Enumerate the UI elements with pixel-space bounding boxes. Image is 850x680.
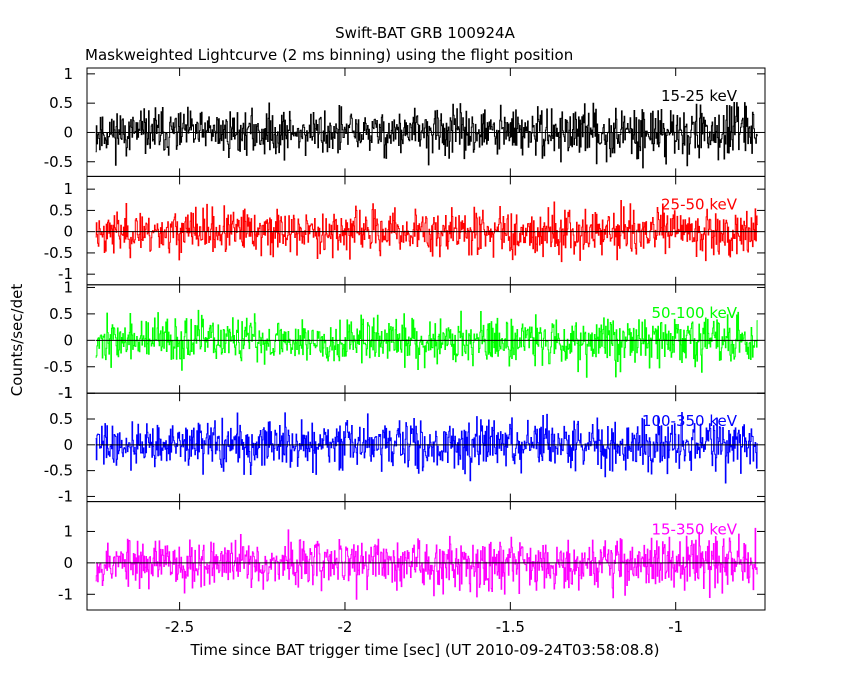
series-line-0 — [95, 102, 758, 169]
y-tick-label-1-3: 0.5 — [49, 201, 73, 219]
y-tick-label-2-4: 1 — [63, 278, 73, 296]
x-tick-label-2: -1.5 — [496, 618, 525, 636]
panel-label-4: 15-350 keV — [651, 521, 737, 539]
y-tick-label-0-2: 0.5 — [49, 94, 73, 112]
y-tick-label-3-1: -0.5 — [44, 462, 73, 480]
y-tick-label-4-1: 0 — [63, 554, 73, 572]
y-tick-label-1-0: -1 — [58, 265, 73, 283]
series-line-1 — [95, 200, 758, 263]
series-line-3 — [95, 412, 758, 484]
panel-2: -1 -0.5 0 0.5 1 50-100 keV — [44, 278, 766, 402]
panel-label-0: 15-25 keV — [661, 87, 738, 105]
panel-4: -1 0 1 15-350 keV — [58, 501, 766, 611]
chart-title: Swift-BAT GRB 100924A — [335, 24, 515, 42]
y-tick-label-1-2: 0 — [63, 223, 73, 241]
x-axis-label: Time since BAT trigger time [sec] (UT 20… — [190, 641, 660, 659]
panel-0: -0.5 0 0.5 1 15-25 keV — [44, 65, 766, 177]
panel-1: -1 -0.5 0 0.5 1 25-50 keV — [44, 175, 766, 286]
panel-label-3: 100-350 keV — [642, 412, 738, 430]
y-tick-label-3-2: 0 — [63, 436, 73, 454]
y-tick-label-1-4: 1 — [63, 180, 73, 198]
chart-subtitle: Maskweighted Lightcurve (2 ms binning) u… — [85, 46, 573, 64]
y-tick-label-2-0: -1 — [58, 384, 73, 402]
y-tick-label-4-0: -1 — [58, 585, 73, 603]
y-tick-label-0-3: 1 — [63, 65, 73, 83]
y-tick-label-4-2: 1 — [63, 522, 73, 540]
y-tick-label-2-2: 0 — [63, 331, 73, 349]
panel-3: -1 -0.5 0 0.5 1 100-350 keV — [44, 384, 766, 505]
y-tick-label-3-3: 0.5 — [49, 410, 73, 428]
y-tick-label-0-1: 0 — [63, 123, 73, 141]
y-tick-label-3-4: 1 — [63, 384, 73, 402]
panel-label-2: 50-100 keV — [651, 304, 737, 322]
panel-frame-4 — [86, 501, 766, 611]
y-axis-label: Counts/sec/det — [8, 284, 26, 397]
y-tick-label-0-0: -0.5 — [44, 153, 73, 171]
y-tick-label-2-3: 0.5 — [49, 305, 73, 323]
y-tick-label-1-1: -0.5 — [44, 244, 73, 262]
y-tick-label-2-1: -0.5 — [44, 358, 73, 376]
y-tick-label-3-0: -1 — [58, 487, 73, 505]
x-axis: -2.5 -2 -1.5 -1 — [165, 618, 683, 636]
panel-label-1: 25-50 keV — [661, 195, 738, 213]
series-line-2 — [95, 309, 758, 378]
x-tick-label-3: -1 — [668, 618, 683, 636]
x-tick-label-0: -2.5 — [165, 618, 194, 636]
x-tick-label-1: -2 — [337, 618, 352, 636]
series-line-4 — [95, 527, 758, 600]
